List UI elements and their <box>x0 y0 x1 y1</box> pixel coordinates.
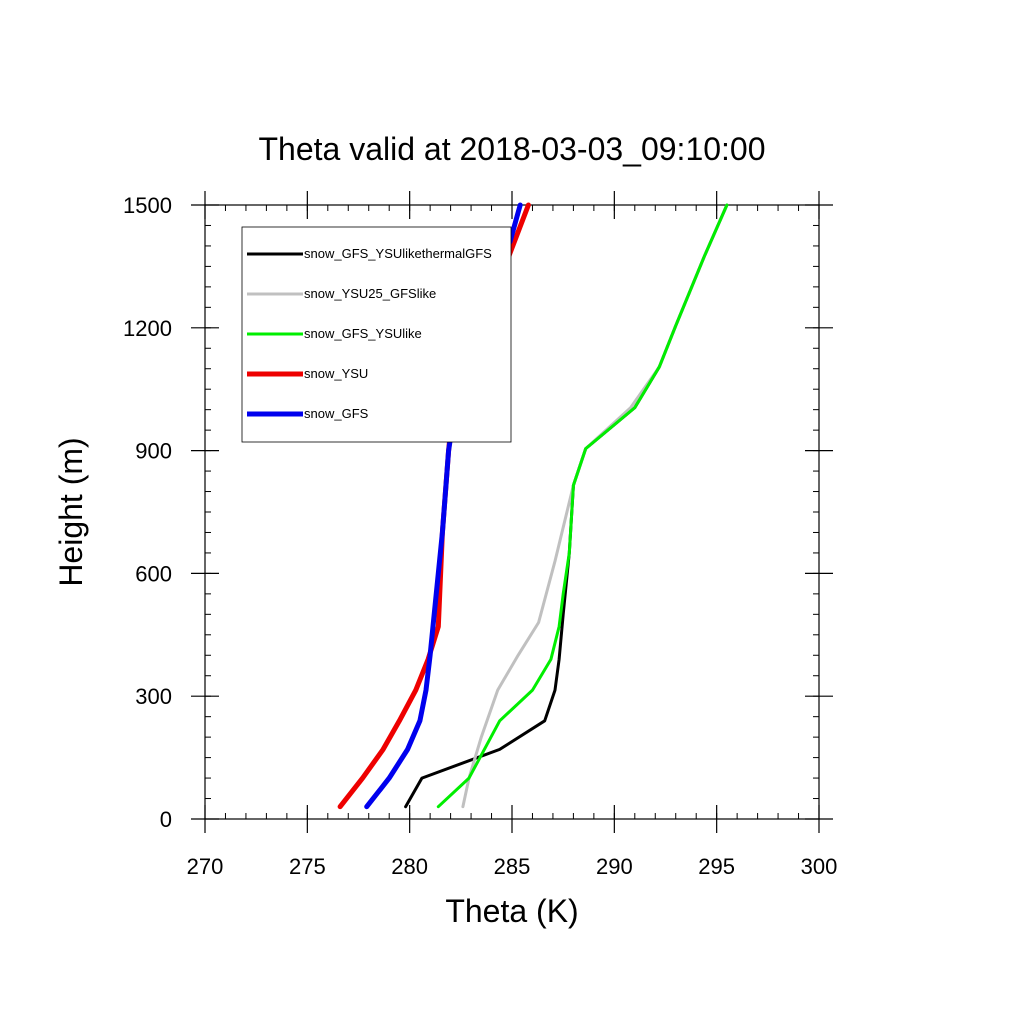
x-axis-label: Theta (K) <box>445 893 578 929</box>
y-tick-label: 300 <box>135 684 172 709</box>
y-tick-label: 900 <box>135 439 172 464</box>
legend: snow_GFS_YSUlikethermalGFS snow_YSU25_GFS… <box>241 226 512 443</box>
y-tick-label: 1500 <box>123 193 172 218</box>
major-ticks <box>191 191 833 833</box>
y-axis-label: Height (m) <box>53 437 89 586</box>
x-tick-label: 270 <box>187 854 224 879</box>
x-tick-label: 285 <box>494 854 531 879</box>
series-line-snow_GFS_YSUlike <box>436 203 729 809</box>
legend-label: snow_YSU25_GFSlike <box>304 286 436 301</box>
y-tick-label: 0 <box>160 807 172 832</box>
x-tick-label: 300 <box>801 854 838 879</box>
legend-items: snow_GFS_YSUlikethermalGFS snow_YSU25_GFS… <box>247 246 492 421</box>
legend-label: snow_YSU <box>304 366 368 381</box>
y-tick-label: 600 <box>135 561 172 586</box>
legend-label: snow_GFS_YSUlike <box>304 326 422 341</box>
chart-title: Theta valid at 2018-03-03_09:10:00 <box>258 131 765 167</box>
series-lines <box>337 202 729 810</box>
x-tick-label: 295 <box>698 854 735 879</box>
legend-label: snow_GFS_YSUlikethermalGFS <box>304 246 492 261</box>
x-tick-label: 290 <box>596 854 633 879</box>
x-tick-label: 280 <box>391 854 428 879</box>
y-tick-labels: 0 300 600 900 1200 1500 <box>123 193 172 832</box>
x-tick-label: 275 <box>289 854 326 879</box>
x-tick-labels: 270 275 280 285 290 295 300 <box>187 854 838 879</box>
plot-area <box>191 191 833 833</box>
y-tick-label: 1200 <box>123 316 172 341</box>
legend-label: snow_GFS <box>304 406 369 421</box>
